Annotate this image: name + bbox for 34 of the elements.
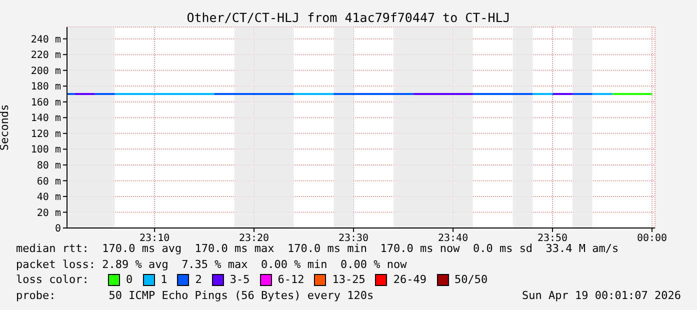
x-tick-label: 23:40 bbox=[438, 233, 468, 244]
legend-label: 50/50 bbox=[454, 272, 488, 288]
y-tick-label: 140 m bbox=[30, 113, 61, 124]
chart-title: Other/CT/CT-HLJ from 41ac79f70447 to CT-HLJ bbox=[186, 10, 512, 25]
legend-label: 6-12 bbox=[278, 272, 304, 288]
x-tick-label: 23:30 bbox=[338, 233, 369, 244]
y-tick-label: 60 m bbox=[36, 176, 61, 188]
y-tick-label: 180 m bbox=[30, 82, 61, 93]
legend-label: 13-25 bbox=[332, 272, 366, 288]
legend-label: 0 bbox=[126, 272, 133, 288]
y-axis-title: Seconds bbox=[0, 104, 11, 151]
y-tick-label: 200 m bbox=[30, 66, 61, 77]
text: Sun Apr 19 00:01:07 2026 bbox=[522, 288, 681, 303]
legend-label: 3-5 bbox=[230, 272, 250, 288]
text: packet loss: 2.89 % avg 7.35 % max 0.00 % min 0.00 % now bbox=[16, 256, 408, 272]
legend-label: 26-49 bbox=[393, 272, 426, 288]
legend-label: 2 bbox=[195, 272, 202, 288]
y-tick-label: 220 m bbox=[30, 50, 61, 62]
text: median rtt: 170.0 ms avg 170.0 ms max 170.0 ms min 170.0 ms now 0.0 ms sd 33.4 M am/s bbox=[16, 242, 619, 255]
text: probe: 50 ICMP Echo Pings (56 Bytes) every 120s bbox=[16, 288, 374, 303]
y-tick-label: 80 m bbox=[36, 160, 61, 172]
x-tick-label: 00:00 bbox=[636, 233, 668, 244]
y-tick-label: 100 m bbox=[30, 144, 61, 156]
y-tick-label: 240 m bbox=[30, 34, 61, 46]
legend-label: 1 bbox=[160, 272, 168, 288]
x-tick-label: 23:10 bbox=[140, 233, 170, 244]
y-tick-label: 0 bbox=[54, 224, 61, 235]
y-tick-label: 20 m bbox=[36, 208, 61, 219]
y-tick-label: 40 m bbox=[36, 192, 61, 204]
y-tick-label: 160 m bbox=[30, 97, 61, 108]
x-tick-label: 23:50 bbox=[537, 233, 568, 244]
x-tick-label: 23:20 bbox=[238, 233, 270, 244]
legend-title: loss color: bbox=[16, 272, 90, 288]
y-tick-label: 120 m bbox=[30, 128, 61, 140]
